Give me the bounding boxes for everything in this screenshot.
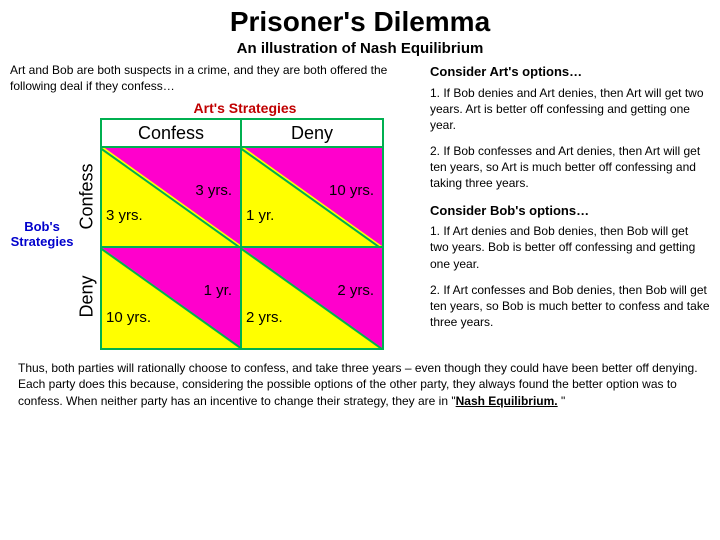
- payoff-bob-cc: 3 yrs.: [106, 207, 143, 224]
- col-header-confess: Confess: [102, 120, 242, 148]
- art-option-1: 1. If Bob denies and Art denies, then Ar…: [430, 85, 710, 134]
- payoff-matrix: Confess Deny 3 yrs. 3 yrs. 10 yrs. 1 yr.: [100, 118, 384, 350]
- conclusion: Thus, both parties will rationally choos…: [0, 350, 720, 409]
- art-options-heading: Consider Art's options…: [430, 63, 710, 81]
- bob-row-labels: Confess Deny: [74, 118, 100, 350]
- matrix-wrap: Bob's Strategies Confess Deny Confess De…: [10, 118, 420, 350]
- bob-option-2: 2. If Art confesses and Bob denies, then…: [430, 282, 710, 331]
- payoff-art-dc: 1 yr.: [204, 282, 232, 299]
- conclusion-post: ": [558, 394, 566, 408]
- bob-options-heading: Consider Bob's options…: [430, 202, 710, 220]
- nash-term: Nash Equilibrium.: [456, 394, 558, 408]
- cell-confess-confess: 3 yrs. 3 yrs.: [102, 148, 242, 248]
- conclusion-pre: Thus, both parties will rationally choos…: [18, 361, 698, 407]
- cell-deny-deny: 2 yrs. 2 yrs.: [242, 248, 382, 348]
- cell-confess-deny: 10 yrs. 1 yr.: [242, 148, 382, 248]
- payoff-bob-cd: 1 yr.: [246, 207, 274, 224]
- header-row: Confess Deny: [102, 120, 382, 148]
- payoff-art-dd: 2 yrs.: [337, 282, 374, 299]
- page-title: Prisoner's Dilemma: [0, 0, 720, 38]
- bob-option-1: 1. If Art denies and Bob denies, then Bo…: [430, 223, 710, 272]
- bob-strategies-label: Bob's Strategies: [10, 219, 74, 250]
- payoff-art-cd: 10 yrs.: [329, 182, 374, 199]
- row-deny: 1 yr. 10 yrs. 2 yrs. 2 yrs.: [102, 248, 382, 348]
- art-strategies-label: Art's Strategies: [10, 100, 420, 118]
- row-confess: 3 yrs. 3 yrs. 10 yrs. 1 yr.: [102, 148, 382, 248]
- matrix-column: Confess Deny Confess Deny 3 yrs. 3 yrs.: [74, 118, 384, 350]
- payoff-art-cc: 3 yrs.: [195, 182, 232, 199]
- payoff-bob-dd: 2 yrs.: [246, 309, 283, 326]
- cell-deny-confess: 1 yr. 10 yrs.: [102, 248, 242, 348]
- main-content: Art and Bob are both suspects in a crime…: [0, 63, 720, 350]
- right-panel: Consider Art's options… 1. If Bob denies…: [420, 63, 710, 350]
- bob-row-confess: Confess: [77, 163, 98, 229]
- payoff-bob-dc: 10 yrs.: [106, 309, 151, 326]
- bob-row-deny: Deny: [77, 275, 98, 317]
- left-panel: Art and Bob are both suspects in a crime…: [10, 63, 420, 350]
- col-header-deny: Deny: [242, 120, 382, 148]
- art-option-2: 2. If Bob confesses and Art denies, then…: [430, 143, 710, 192]
- page-subtitle: An illustration of Nash Equilibrium: [0, 38, 720, 63]
- intro-text: Art and Bob are both suspects in a crime…: [10, 63, 420, 100]
